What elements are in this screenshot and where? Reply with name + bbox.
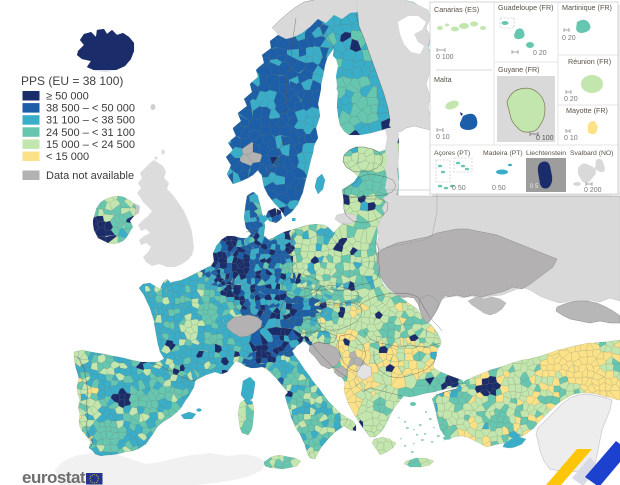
svg-text:Guyane (FR): Guyane (FR) xyxy=(498,65,540,74)
svg-text:≥ 50 000: ≥ 50 000 xyxy=(46,91,89,103)
svg-text:Canarias (ES): Canarias (ES) xyxy=(434,5,479,14)
svg-text:Svalbard (NO): Svalbard (NO) xyxy=(570,150,613,157)
svg-text:PPS (EU = 38 100): PPS (EU = 38 100) xyxy=(21,74,123,88)
svg-text:0 10: 0 10 xyxy=(436,134,450,141)
svg-text:< 15 000: < 15 000 xyxy=(46,151,89,163)
svg-text:38 500 – < 50 000: 38 500 – < 50 000 xyxy=(46,103,135,115)
svg-text:0 10: 0 10 xyxy=(564,135,578,142)
svg-text:31 100 – < 38 500: 31 100 – < 38 500 xyxy=(46,115,135,127)
svg-text:Açores (PT): Açores (PT) xyxy=(434,150,470,157)
svg-text:0 100: 0 100 xyxy=(436,54,454,61)
svg-text:Guadeloupe (FR): Guadeloupe (FR) xyxy=(498,3,554,12)
svg-text:24 500 – < 31 100: 24 500 – < 31 100 xyxy=(46,127,135,139)
svg-text:Mayotte (FR): Mayotte (FR) xyxy=(566,106,608,115)
svg-text:0 100: 0 100 xyxy=(536,135,554,142)
svg-text:eurostat: eurostat xyxy=(22,468,86,485)
svg-text:Data not available: Data not available xyxy=(46,170,134,182)
svg-text:Madeira (PT): Madeira (PT) xyxy=(483,150,523,157)
svg-text:0 50: 0 50 xyxy=(452,185,466,192)
svg-text:0 20: 0 20 xyxy=(564,96,578,103)
svg-text:0 5: 0 5 xyxy=(530,184,539,190)
svg-text:0 200: 0 200 xyxy=(584,187,602,194)
svg-text:Martinique (FR): Martinique (FR) xyxy=(562,3,612,12)
svg-text:Malta: Malta xyxy=(434,75,452,84)
svg-text:0 20: 0 20 xyxy=(533,50,547,57)
svg-text:0 50: 0 50 xyxy=(492,185,506,192)
svg-text:Liechtenstein: Liechtenstein xyxy=(526,150,566,157)
svg-text:Réunion (FR): Réunion (FR) xyxy=(568,57,611,66)
svg-text:0 20: 0 20 xyxy=(562,35,576,42)
svg-text:15 000 – < 24 500: 15 000 – < 24 500 xyxy=(46,139,135,151)
